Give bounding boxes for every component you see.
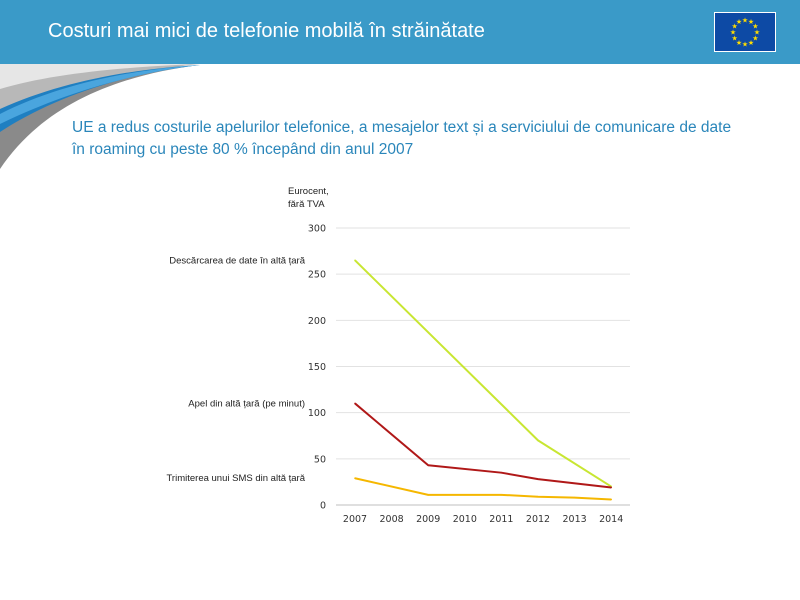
eu-star-icon: ★ — [748, 18, 754, 26]
eu-star-icon: ★ — [754, 29, 760, 37]
data-point — [610, 486, 612, 489]
x-tick-label: 2012 — [526, 514, 550, 525]
series-labels: Descărcarea de date în altă țară Apel din… — [166, 255, 305, 484]
data-point — [354, 402, 356, 405]
y-tick-label: 100 — [308, 408, 326, 419]
y-tick-label: 200 — [308, 316, 326, 327]
data-point — [500, 494, 503, 496]
y-tick-label: 250 — [308, 270, 326, 281]
y-axis-unit-label: Eurocent, — [288, 186, 329, 197]
x-tick-label: 2007 — [343, 514, 367, 525]
series-line — [354, 259, 612, 488]
series-lines — [354, 259, 612, 501]
x-tick-labels: 2007 2008 2009 2010 2011 2012 2013 2014 — [343, 514, 623, 525]
x-tick-label: 2010 — [453, 514, 477, 525]
x-tick-label: 2008 — [380, 514, 404, 525]
eu-star-icon: ★ — [742, 17, 748, 25]
eu-star-icon: ★ — [742, 41, 748, 49]
data-point — [610, 498, 612, 501]
eu-star-icon: ★ — [748, 39, 754, 47]
eu-flag-icon: ★ ★ ★ ★ ★ ★ ★ ★ ★ ★ ★ ★ — [714, 12, 776, 52]
data-point — [500, 471, 503, 474]
y-tick-label: 300 — [308, 224, 326, 235]
eu-star-icon: ★ — [731, 23, 737, 31]
eu-star-icon: ★ — [752, 23, 758, 31]
eu-star-icon: ★ — [752, 35, 758, 43]
eu-star-icon: ★ — [736, 39, 742, 47]
data-point — [354, 477, 356, 480]
data-point — [537, 439, 539, 442]
grid-lines — [336, 227, 630, 506]
slide-subtitle: UE a redus costurile apelurilor telefoni… — [72, 119, 732, 158]
y-tick-label: 50 — [314, 454, 326, 465]
data-point — [537, 495, 539, 498]
y-tick-label: 0 — [320, 501, 326, 512]
series-line — [354, 477, 612, 501]
data-point — [573, 496, 576, 499]
eu-star-icon: ★ — [731, 35, 737, 43]
x-tick-label: 2011 — [489, 514, 513, 525]
series-label: Apel din altă țară (pe minut) — [188, 398, 305, 409]
data-point — [354, 259, 356, 262]
data-point — [537, 478, 539, 480]
data-point — [427, 494, 430, 496]
data-point — [427, 464, 430, 467]
header-bar: Costuri mai mici de telefonie mobilă în … — [0, 0, 800, 64]
series-label: Descărcarea de date în altă țară — [169, 255, 305, 266]
eu-star-icon: ★ — [730, 29, 736, 37]
y-axis-unit-label: fără TVA — [288, 199, 325, 210]
series-label: Trimiterea unui SMS din altă țară — [166, 473, 305, 484]
y-tick-labels: 0 50 100 150 200 250 300 — [308, 224, 326, 512]
y-tick-label: 150 — [308, 362, 326, 373]
x-tick-label: 2013 — [563, 514, 587, 525]
x-tick-label: 2009 — [416, 514, 440, 525]
x-tick-label: 2014 — [599, 514, 623, 525]
page-title: Costuri mai mici de telefonie mobilă în … — [48, 20, 485, 42]
eu-star-icon: ★ — [736, 18, 742, 26]
y-axis-label: Eurocent, fără TVA — [288, 186, 329, 210]
series-line — [354, 402, 612, 489]
decorative-swoosh — [0, 64, 200, 169]
